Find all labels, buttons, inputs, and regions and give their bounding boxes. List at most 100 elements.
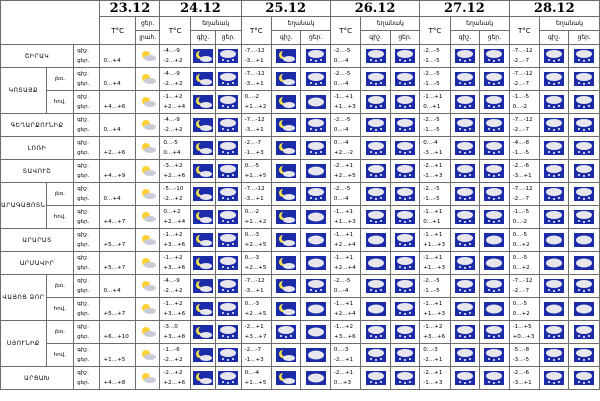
period-labels: գիշ. ցեր. — [73, 297, 101, 321]
temp-cell: 0...+4 — [99, 113, 137, 137]
cloud-snow-icon — [570, 49, 599, 63]
weather-icon-cell — [360, 343, 391, 367]
weather-icon-cell — [360, 90, 391, 114]
sun-cloud-icon — [137, 325, 159, 339]
weather-icon-cell — [389, 136, 421, 160]
day-label: ցեր. — [77, 196, 90, 202]
weather-icon-cell — [189, 44, 217, 68]
cloud-snow-icon — [481, 348, 508, 362]
temp-night: -1...+2 — [163, 94, 183, 100]
cloud-snow-icon — [217, 371, 240, 385]
temp-day: -2...-7 — [512, 81, 530, 87]
weather-icon-cell — [479, 343, 510, 367]
weather-icon-cell — [568, 182, 600, 206]
cloud-snow-icon — [362, 210, 389, 224]
temp-cell: -2...+1 0...+3 — [329, 366, 362, 390]
cloud-snow-icon — [570, 325, 599, 339]
temp-night: 0...-3 — [244, 301, 260, 307]
weather-icon-cell — [389, 113, 421, 137]
temp-day: -1...-5 — [423, 81, 440, 87]
weather-icon-cell — [189, 343, 217, 367]
cloud-snow-icon — [217, 302, 240, 316]
temp-cell: -1...+1 +1...+3 — [419, 251, 451, 275]
temp-cell: -1...-5 0...-2 — [508, 205, 541, 229]
night-label: գիշ. — [77, 94, 89, 100]
temp-night: -2...-5 — [333, 278, 351, 284]
temp-cell: -1...+1 0...+1 — [419, 205, 451, 229]
temp-day: +3...+6 — [423, 334, 446, 340]
weather-icon-cell — [449, 205, 481, 229]
temp-day: +1...+5 — [244, 380, 267, 386]
temp-cell: +1...+5 — [99, 343, 137, 367]
cloud-snow-icon — [302, 187, 329, 201]
moon-cloud-icon — [191, 210, 214, 224]
weather-icon-cell — [135, 159, 161, 183]
weather-icon-cell — [215, 251, 242, 275]
moon-cloud-icon — [191, 302, 214, 316]
temp-night: -2...-7 — [244, 347, 262, 353]
cloud-snow-icon — [391, 118, 418, 132]
temp-night: -1...+1 — [333, 301, 354, 307]
weather-icon-cell — [389, 67, 421, 91]
temp-day: +2...-2 — [333, 150, 354, 156]
day-header: լրահ. — [135, 30, 161, 45]
temp-night: -3...0 — [163, 324, 178, 330]
temp-night: -2...-5 — [333, 48, 351, 54]
weather-icon-cell — [189, 366, 217, 390]
temp-cell: 0...-5 0...+4 — [159, 136, 191, 160]
cloud-snow-icon — [391, 72, 418, 86]
weather-icon-cell — [215, 90, 242, 114]
weather-icon-cell — [568, 67, 600, 91]
temp-cell: +2...+6 — [99, 136, 137, 160]
weather-icon-cell — [360, 205, 391, 229]
weather-icon-cell — [215, 343, 242, 367]
cloud-snow-icon — [451, 279, 478, 293]
cloud-icon — [302, 233, 329, 247]
weather-icon-cell — [300, 182, 331, 206]
cloud-snow-icon — [541, 141, 568, 155]
temp-day: 0...+4 — [163, 150, 181, 156]
temp-cell: -7...-12 -3...+1 — [240, 67, 273, 91]
weather-icon-cell — [360, 67, 391, 91]
temp-day: +2...+6 — [103, 150, 126, 156]
sun-cloud-icon — [137, 233, 159, 247]
temp-day: +3...+6 — [333, 334, 356, 340]
cloud-snow-icon — [302, 141, 329, 155]
region-row: ԳԵՂԱՐՔՈՒՆԻՔ գիշ. ցեր. 0...+4 -4...-9 -2...+2… — [0, 113, 600, 137]
cloud-snow-icon — [362, 141, 389, 155]
weather-icon-cell — [539, 297, 570, 321]
weather-icon-cell — [539, 159, 570, 183]
cloud-snow-icon — [391, 164, 418, 178]
temp-day: 0...+2 — [512, 311, 530, 317]
temp-day: -1...+3 — [244, 357, 264, 363]
temp-cell: 0...+4 — [99, 182, 137, 206]
temp-night: -7...-12 — [512, 278, 533, 284]
weather-icon-cell — [135, 274, 161, 298]
night-label: գիշ. — [77, 324, 89, 330]
moon-cloud-icon — [191, 256, 214, 270]
weather-icon-cell — [360, 159, 391, 183]
day-label: ցեր. — [77, 380, 90, 386]
region-row: ԿՈՏԱՅՔ լեռ. գիշ. ցեր. 0...+4 -4...-9 -2...+2-… — [0, 67, 600, 114]
weather-icon-cell — [189, 274, 217, 298]
temp-night: -1...-5 — [512, 209, 530, 215]
temp-day: +1...+5 — [103, 357, 126, 363]
temp-night: -2...-6 — [512, 163, 530, 169]
weather-icon-cell — [135, 113, 161, 137]
moon-cloud-icon — [273, 302, 300, 316]
temp-cell: -5...-10 -2...+2 — [159, 182, 191, 206]
weather-icon-cell — [215, 320, 242, 344]
temp-night: -1...+2 — [163, 301, 183, 307]
weather-icon-cell — [568, 228, 600, 252]
weather-icon-cell — [215, 159, 242, 183]
temp-cell: +4...+8 — [99, 366, 137, 390]
cloud-snow-icon — [362, 187, 389, 201]
temp-night: -2...-5 — [333, 117, 351, 123]
temp-cell: 0...-3 +2...+5 — [240, 297, 273, 321]
weather-icon-cell — [189, 182, 217, 206]
cloud-snow-icon — [481, 118, 508, 132]
region-row: հով. գիշ. ցեր. +4...+6 -1...+2 +2...+4 0...-2… — [1, 90, 600, 114]
temp-cell: -2...+2 +2...+6 — [159, 366, 191, 390]
day-header: ցեր. — [389, 30, 421, 45]
temp-day: -2...+2 — [163, 81, 183, 87]
